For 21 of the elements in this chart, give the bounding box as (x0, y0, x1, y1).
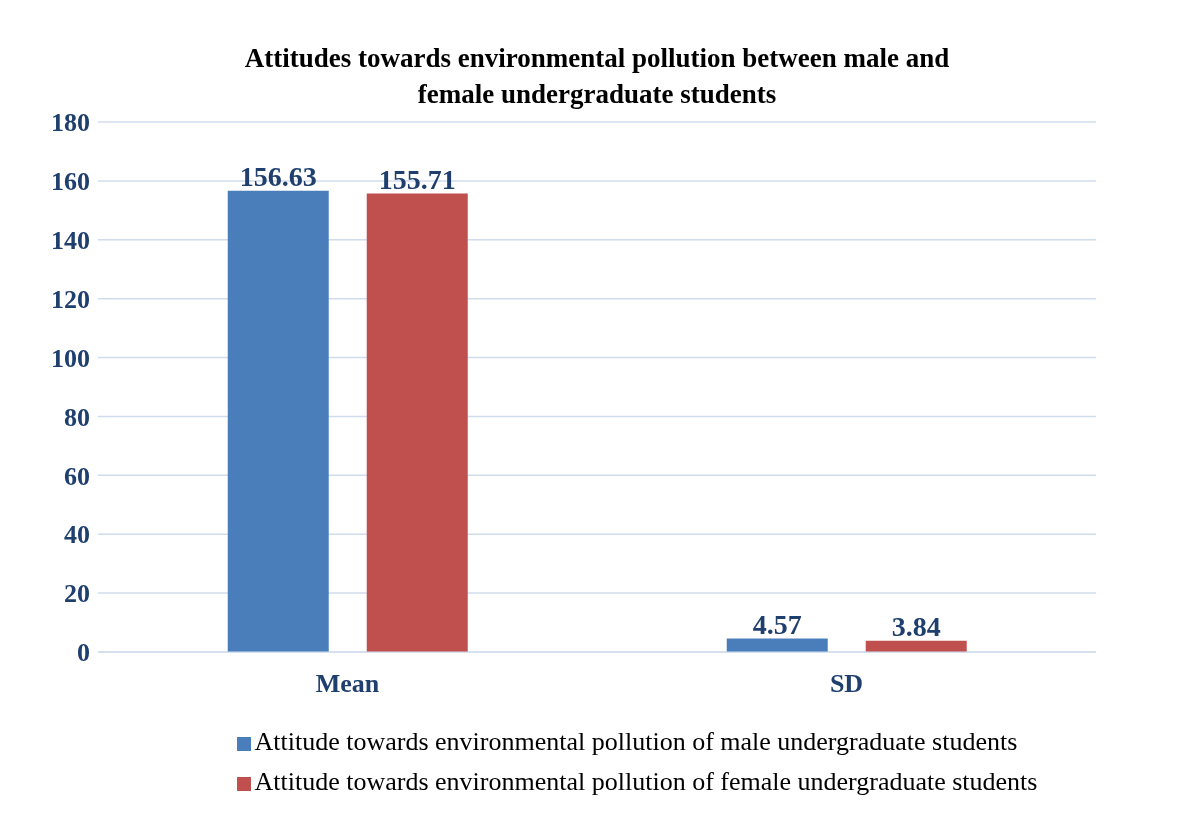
x-tick-label: SD (829, 669, 864, 699)
y-tick-label: 40 (64, 520, 90, 550)
y-tick-label: 0 (77, 638, 90, 668)
y-tick-label: 80 (64, 402, 90, 432)
data-label: 156.63 (239, 160, 317, 192)
data-label: 155.71 (378, 163, 456, 195)
y-tick-label: 180 (51, 108, 90, 138)
y-tick-label: 160 (51, 167, 90, 197)
legend-label: Attitude towards environmental pollution of male undergraduate students (254, 727, 1018, 756)
data-label: 4.57 (752, 608, 802, 640)
data-label: 3.84 (891, 610, 941, 642)
bar (227, 190, 329, 652)
y-tick-label: 60 (64, 461, 90, 491)
x-tick-label: Mean (315, 669, 380, 699)
y-tick-label: 100 (51, 343, 90, 373)
bar (366, 193, 468, 652)
y-tick-label: 140 (51, 226, 90, 256)
chart-title: Attitudes towards environmental pollution between male and female undergraduate students (244, 43, 950, 109)
y-tick-label: 20 (64, 579, 90, 609)
y-tick-label: 120 (51, 284, 90, 314)
legend-label: Attitude towards environmental pollution of female undergraduate students (254, 767, 1038, 796)
